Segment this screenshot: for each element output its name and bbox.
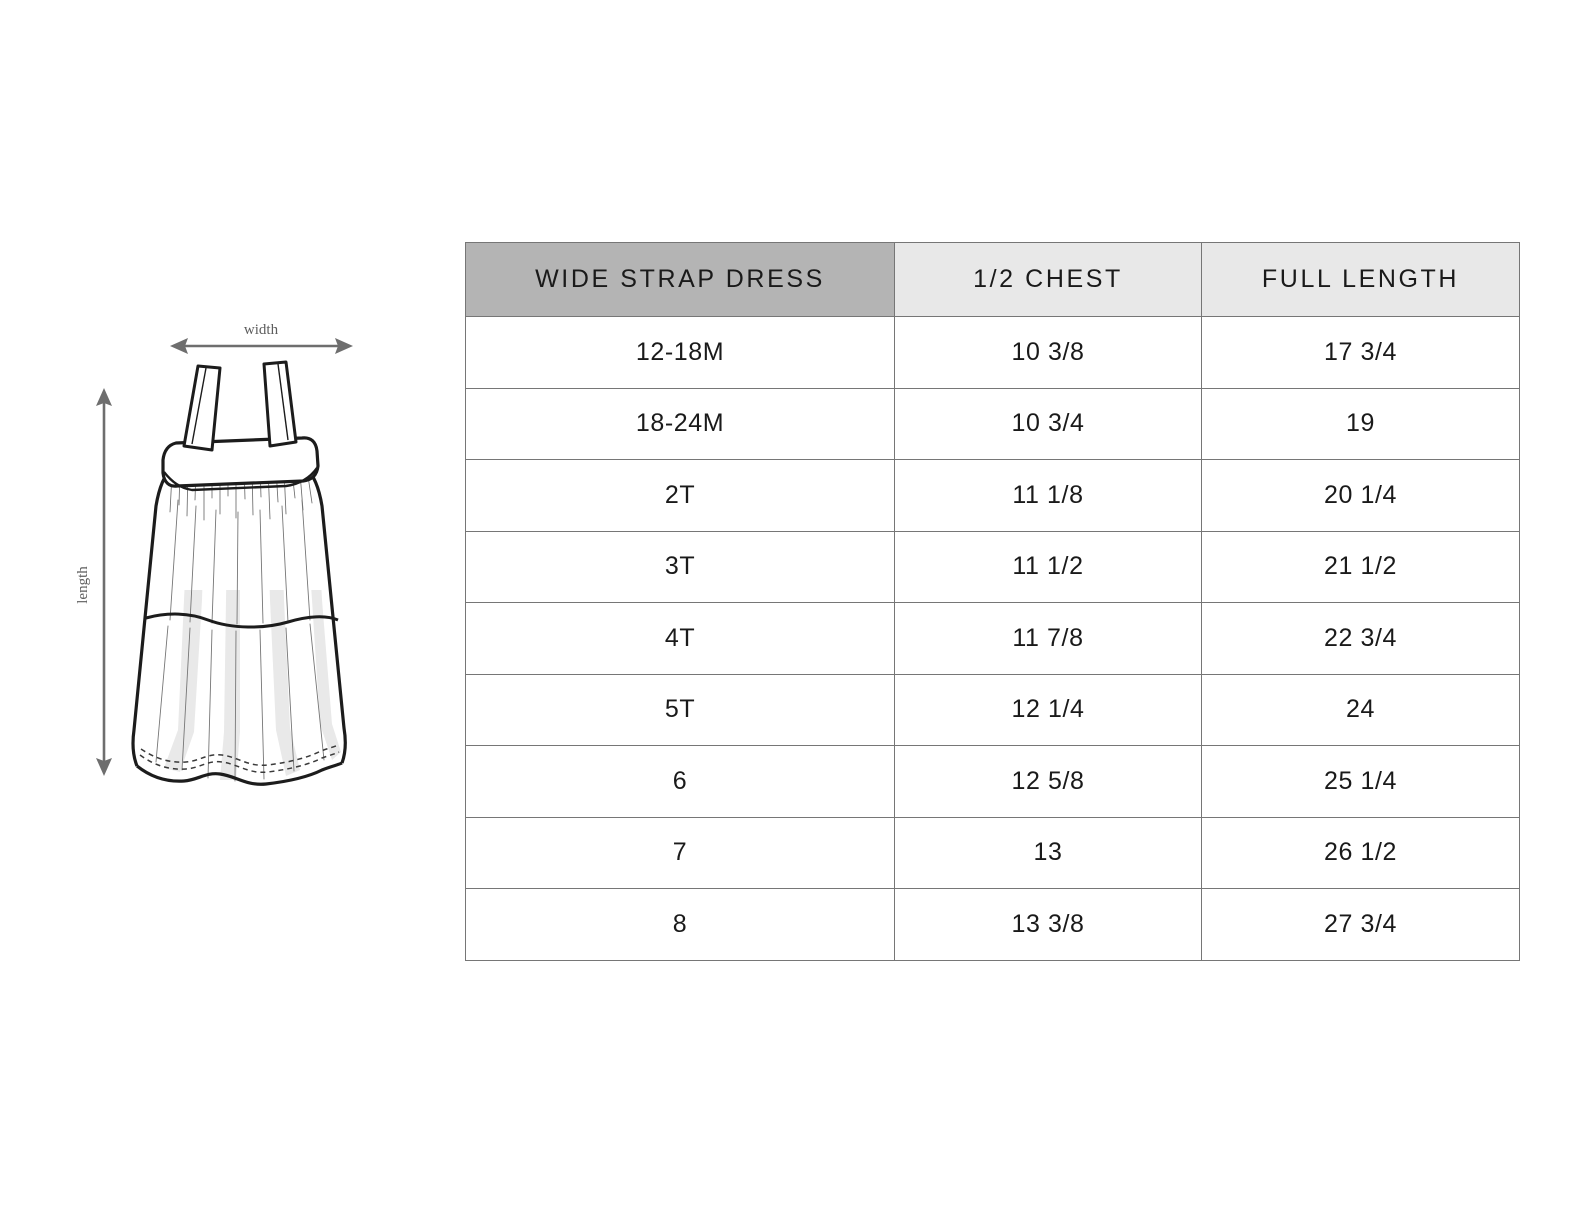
cell-chest: 11 1/8 xyxy=(894,459,1202,532)
header-row: WIDE STRAP DRESS 1/2 CHEST FULL LENGTH xyxy=(465,242,1520,317)
width-label: width xyxy=(244,322,279,338)
table-header: WIDE STRAP DRESS 1/2 CHEST FULL LENGTH xyxy=(465,242,1520,317)
cell-length: 24 xyxy=(1201,673,1520,746)
length-dimension-arrow xyxy=(96,388,112,776)
cell-length: 19 xyxy=(1201,387,1520,460)
cell-length: 17 3/4 xyxy=(1201,316,1520,389)
cell-chest: 11 7/8 xyxy=(894,602,1202,675)
cell-length: 25 1/4 xyxy=(1201,745,1520,818)
cell-chest: 13 xyxy=(894,816,1202,889)
cell-size: 2T xyxy=(465,459,895,532)
skirt-fold-lines-upper xyxy=(169,499,311,625)
cell-size: 5T xyxy=(465,673,895,746)
right-strap xyxy=(262,360,298,448)
cell-chest: 12 5/8 xyxy=(894,745,1202,818)
left-strap-fold xyxy=(191,367,207,445)
cell-chest: 10 3/8 xyxy=(894,316,1202,389)
table-row: 12-18M 10 3/8 17 3/4 xyxy=(465,316,1520,389)
table-row: 8 13 3/8 27 3/4 xyxy=(465,888,1520,961)
cell-size: 7 xyxy=(465,816,895,889)
cell-size: 18-24M xyxy=(465,387,895,460)
cell-size: 3T xyxy=(465,530,895,603)
dress-figure xyxy=(131,360,347,786)
column-header-half-chest: 1/2 CHEST xyxy=(894,242,1202,317)
width-dimension-arrow xyxy=(170,338,353,354)
bodice-gather-area xyxy=(148,468,332,590)
dress-hem-edge xyxy=(136,761,343,786)
cell-size: 6 xyxy=(465,745,895,818)
cell-chest: 13 3/8 xyxy=(894,888,1202,961)
cell-length: 27 3/4 xyxy=(1201,888,1520,961)
size-chart-table-container: WIDE STRAP DRESS 1/2 CHEST FULL LENGTH 1… xyxy=(465,242,1520,961)
skirt-tier-seam xyxy=(145,612,339,629)
garment-illustration-panel: width length xyxy=(60,300,410,810)
table-row: 5T 12 1/4 24 xyxy=(465,673,1520,746)
cell-size: 4T xyxy=(465,602,895,675)
table-row: 4T 11 7/8 22 3/4 xyxy=(465,602,1520,675)
cell-length: 20 1/4 xyxy=(1201,459,1520,532)
table-row: 18-24M 10 3/4 19 xyxy=(465,387,1520,460)
cell-length: 21 1/2 xyxy=(1201,530,1520,603)
table-row: 2T 11 1/8 20 1/4 xyxy=(465,459,1520,532)
cell-size: 12-18M xyxy=(465,316,895,389)
cell-size: 8 xyxy=(465,888,895,961)
cell-chest: 10 3/4 xyxy=(894,387,1202,460)
right-strap-fold xyxy=(277,363,289,441)
table-row: 6 12 5/8 25 1/4 xyxy=(465,745,1520,818)
neckline-curve xyxy=(163,467,318,492)
hem-stitch-line-inner xyxy=(140,744,339,766)
cell-chest: 12 1/4 xyxy=(894,673,1202,746)
size-chart-table: WIDE STRAP DRESS 1/2 CHEST FULL LENGTH 1… xyxy=(465,242,1520,961)
hem-stitch-line-outer xyxy=(139,751,340,773)
cell-length: 26 1/2 xyxy=(1201,816,1520,889)
table-row: 3T 11 1/2 21 1/2 xyxy=(465,530,1520,603)
skirt-fold-lines-lower xyxy=(155,623,325,782)
table-row: 7 13 26 1/2 xyxy=(465,816,1520,889)
left-strap xyxy=(182,364,222,452)
column-header-size: WIDE STRAP DRESS xyxy=(465,242,895,317)
cell-chest: 11 1/2 xyxy=(894,530,1202,603)
table-body: 12-18M 10 3/8 17 3/4 18-24M 10 3/4 19 2T… xyxy=(465,316,1520,961)
cell-length: 22 3/4 xyxy=(1201,602,1520,675)
column-header-full-length: FULL LENGTH xyxy=(1201,242,1520,317)
wide-strap-dress-drawing: width length xyxy=(75,322,353,786)
length-label: length xyxy=(75,566,91,604)
